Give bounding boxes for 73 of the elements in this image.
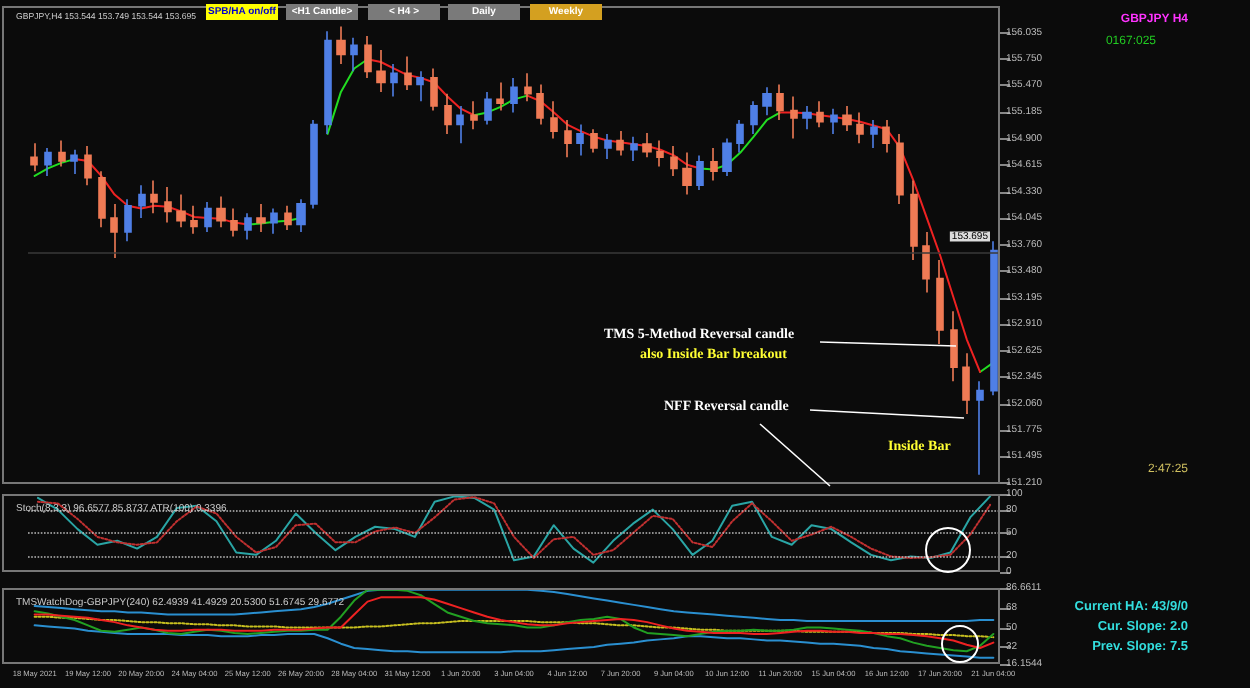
candlestick xyxy=(364,35,372,79)
candlestick xyxy=(230,207,238,238)
candlestick xyxy=(84,145,92,187)
candlestick xyxy=(324,30,332,135)
candlestick xyxy=(656,139,664,168)
candlestick xyxy=(496,81,504,112)
candlestick xyxy=(176,193,186,229)
candlestick xyxy=(30,142,38,173)
candlestick xyxy=(590,128,598,154)
candlestick xyxy=(164,186,172,224)
candlestick xyxy=(190,204,198,235)
candlestick xyxy=(284,204,292,231)
candlestick xyxy=(950,310,958,383)
candlestick xyxy=(896,133,904,205)
candlestick xyxy=(762,86,772,117)
candlestick xyxy=(310,119,318,210)
candlestick xyxy=(750,100,758,135)
candlestick xyxy=(110,203,118,259)
candlestick xyxy=(936,259,944,345)
candlestick xyxy=(58,139,66,168)
candlestick xyxy=(484,91,492,126)
candlestick xyxy=(910,179,918,261)
candlestick xyxy=(856,111,864,145)
candlestick xyxy=(296,198,306,233)
candlestick xyxy=(736,119,744,154)
candlestick xyxy=(390,63,398,98)
candlestick xyxy=(710,147,718,182)
candlestick xyxy=(256,203,266,233)
candlestick xyxy=(722,137,732,177)
candlestick xyxy=(790,95,798,140)
candlestick xyxy=(870,119,878,149)
candlestick xyxy=(670,145,678,177)
candlestick xyxy=(616,130,624,157)
candlestick xyxy=(630,135,638,162)
candlestick xyxy=(882,119,890,154)
candlestick xyxy=(922,231,930,294)
candlestick xyxy=(70,148,78,175)
candlestick xyxy=(776,83,784,121)
candlestick xyxy=(270,207,278,235)
candlestick xyxy=(696,154,704,191)
candlestick xyxy=(962,352,970,415)
candlestick xyxy=(550,100,558,140)
candlestick xyxy=(244,212,252,241)
candlestick xyxy=(470,100,478,131)
candlestick xyxy=(682,151,692,196)
candlestick xyxy=(138,184,146,219)
candlestick xyxy=(536,83,544,126)
candlestick xyxy=(816,100,824,129)
candlestick xyxy=(98,170,106,229)
candlestick xyxy=(124,198,132,243)
candlestick xyxy=(830,107,838,135)
candlestick xyxy=(44,147,52,177)
candlestick xyxy=(350,36,358,73)
candlestick xyxy=(564,119,572,159)
candlestick xyxy=(510,77,518,114)
candlestick xyxy=(444,92,452,135)
candlestick xyxy=(456,105,464,145)
candlestick xyxy=(642,132,652,159)
candlestick xyxy=(576,123,584,157)
candlestick xyxy=(204,201,212,233)
candlestick xyxy=(216,195,226,229)
candlestick xyxy=(336,25,346,65)
candlestick xyxy=(524,72,532,103)
candlestick xyxy=(990,240,998,397)
candlestick xyxy=(802,105,812,131)
candlestick xyxy=(404,55,412,91)
candlestick xyxy=(842,105,852,132)
candlestick xyxy=(430,67,438,112)
candlestick xyxy=(376,49,386,93)
candlestick xyxy=(976,380,984,476)
candlestick xyxy=(416,70,424,103)
candlestick xyxy=(150,179,158,215)
candlestick xyxy=(604,133,612,160)
